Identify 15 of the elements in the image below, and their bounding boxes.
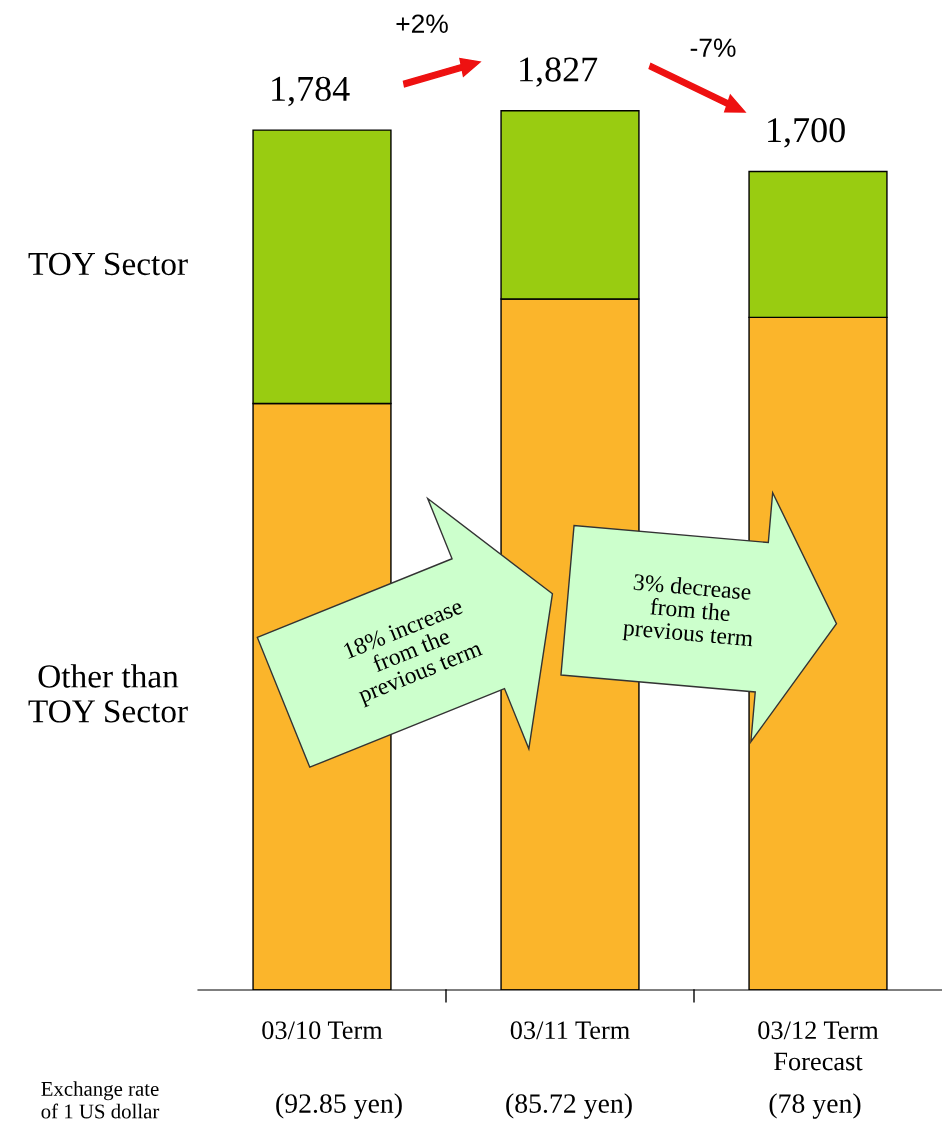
- annotation: 3% decrease from the previous term: [622, 573, 754, 652]
- text: (78 yen): [769, 1093, 861, 1119]
- series-label: TOY Sector: [28, 252, 188, 276]
- x-tick-label: 03/10 Term: [262, 1021, 383, 1040]
- annotation: 1,700: [768, 117, 845, 148]
- text: 1,827: [520, 57, 598, 87]
- text: +2%: [396, 14, 448, 33]
- series-label: Other than TOY Sector: [28, 664, 188, 723]
- text: Exchange rate of 1 US dollar: [41, 1081, 160, 1119]
- x-tick-label: 03/12 Term Forecast: [758, 1021, 879, 1071]
- text: (85.72 yen): [506, 1093, 632, 1119]
- text: (92.85 yen): [276, 1093, 402, 1119]
- text: -7%: [690, 38, 736, 57]
- x-tick-label: 03/11 Term: [510, 1021, 630, 1040]
- text: 1,784: [272, 76, 350, 107]
